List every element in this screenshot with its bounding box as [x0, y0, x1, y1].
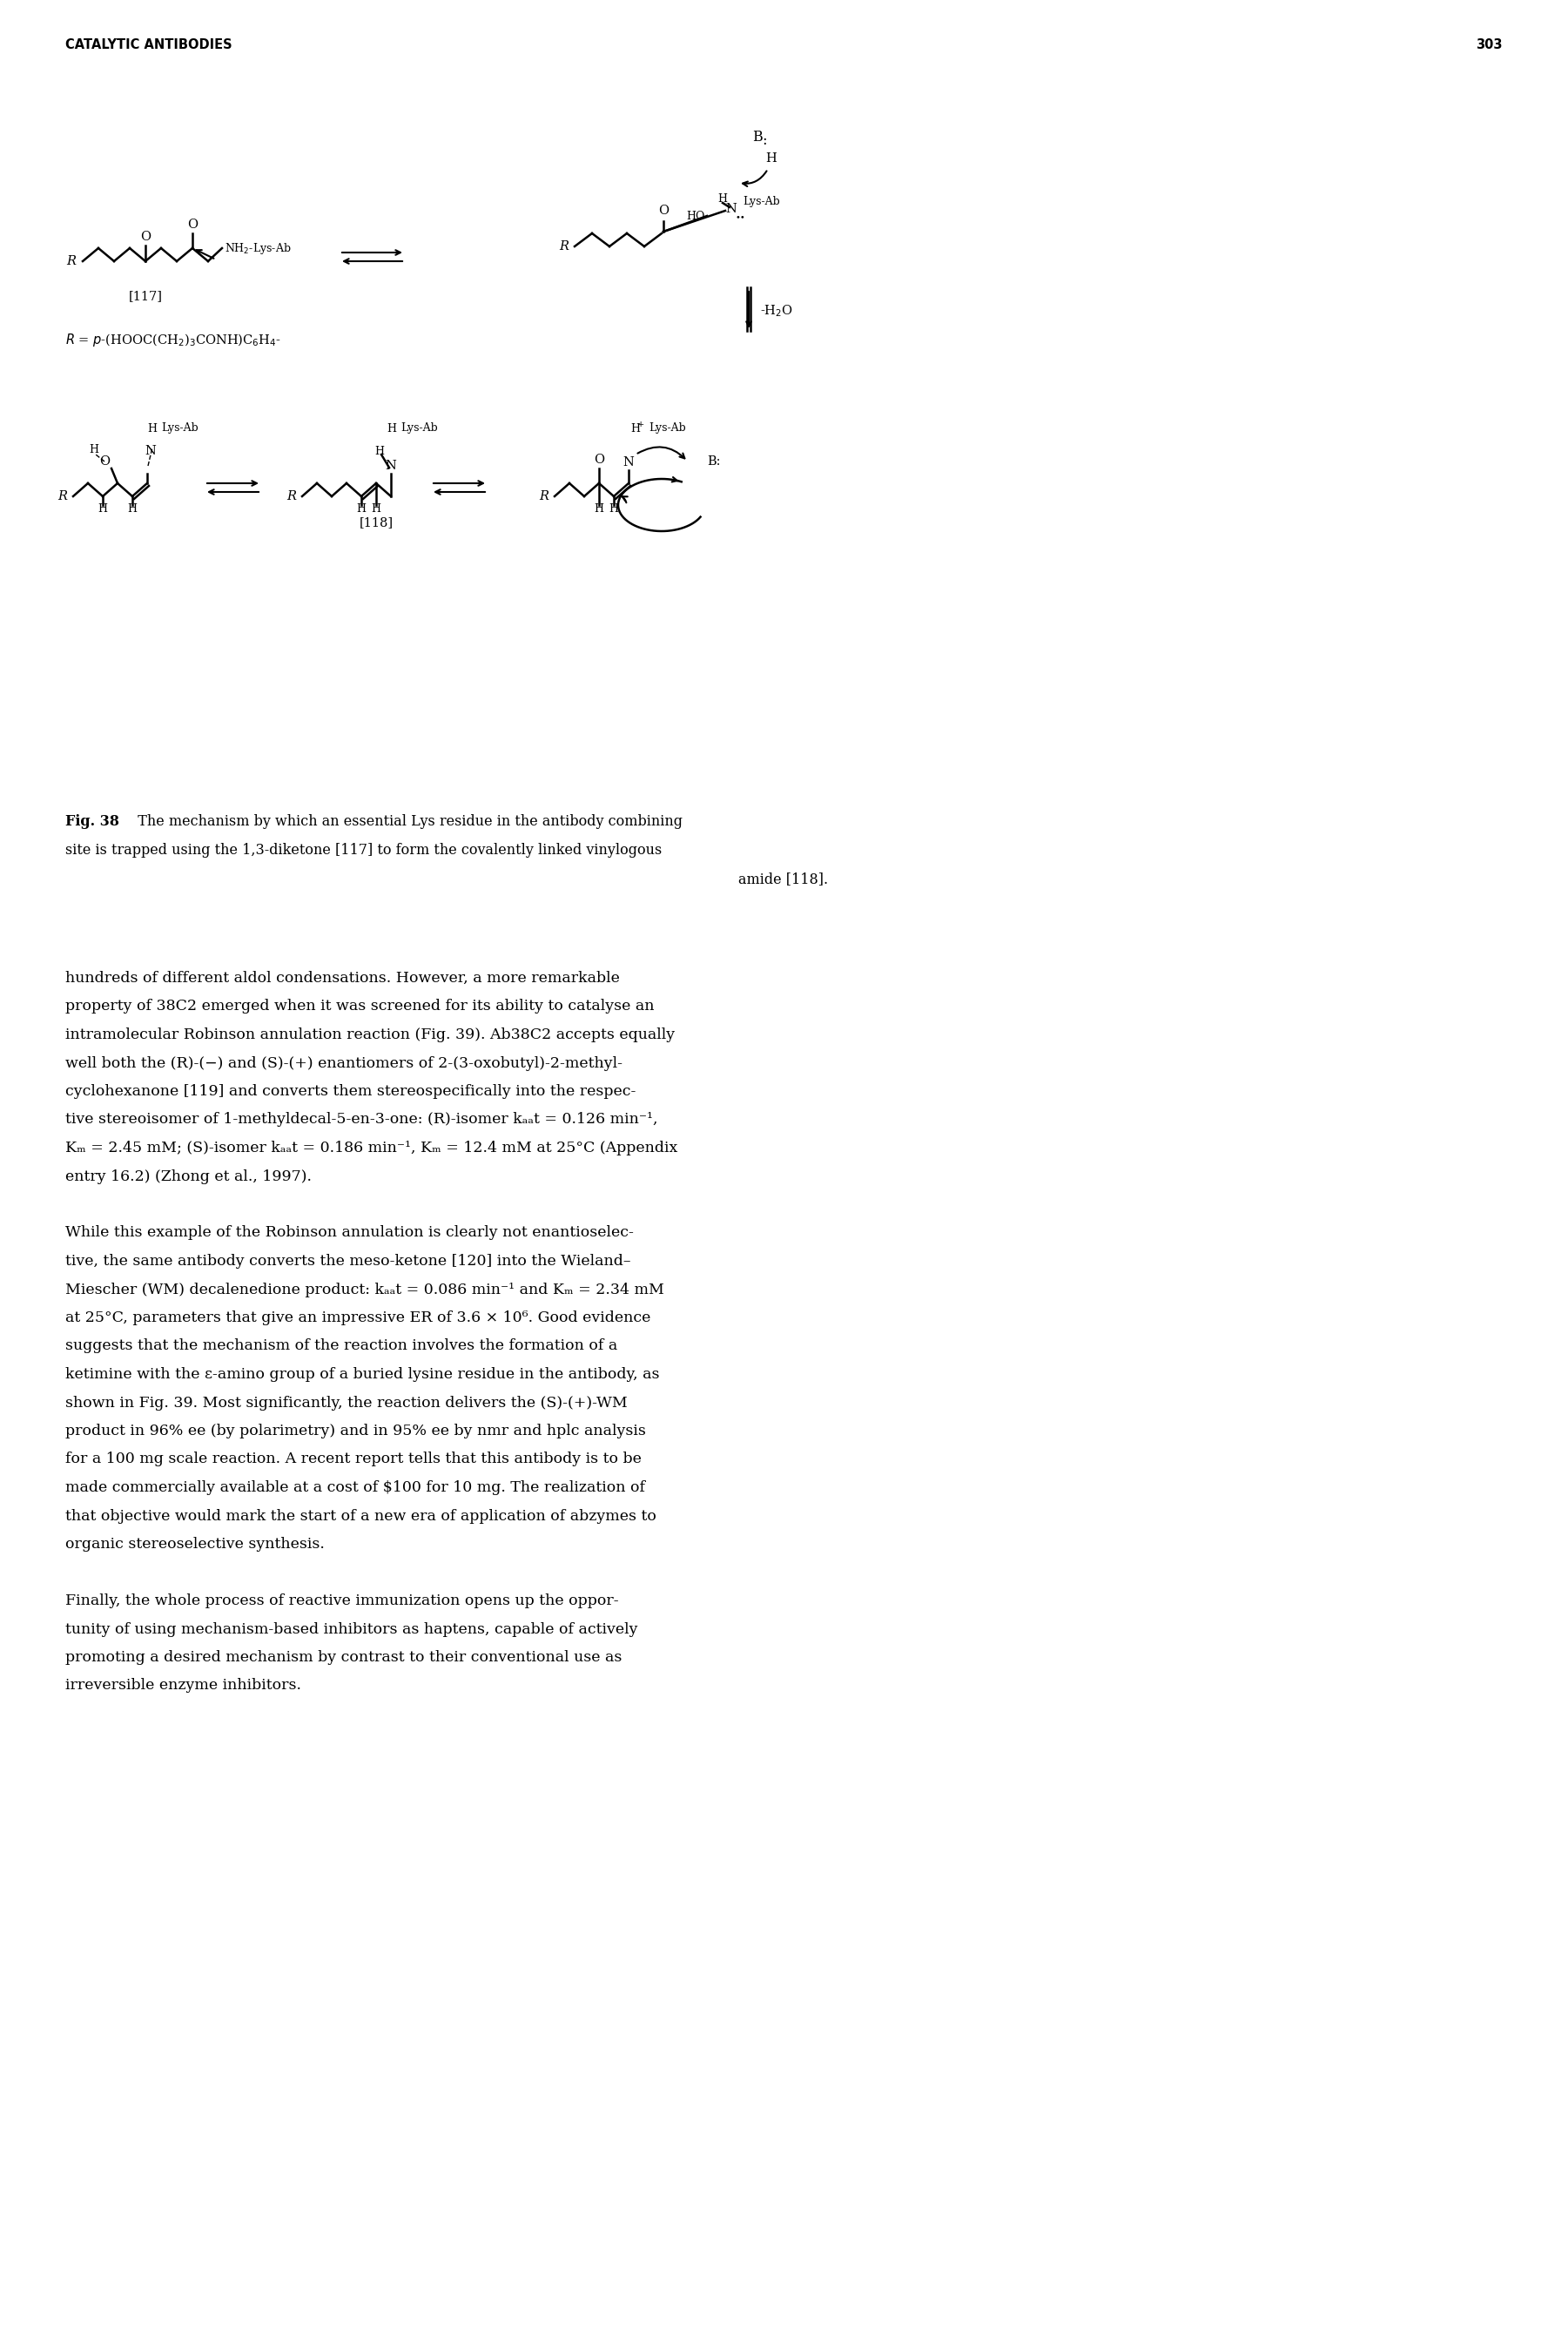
Text: [117]: [117]: [129, 289, 163, 303]
Text: NH$_2$-Lys-Ab: NH$_2$-Lys-Ab: [224, 240, 292, 256]
Text: well both the (R)-(−) and (S)-(+) enantiomers of 2-(3-oxobutyl)-2-methyl-: well both the (R)-(−) and (S)-(+) enanti…: [66, 1056, 622, 1070]
Text: R: R: [539, 491, 549, 503]
Text: irreversible enzyme inhibitors.: irreversible enzyme inhibitors.: [66, 1679, 301, 1693]
Text: Lys-Ab: Lys-Ab: [743, 197, 779, 207]
Text: B:: B:: [707, 456, 721, 468]
Text: for a 100 mg scale reaction. A recent report tells that this antibody is to be: for a 100 mg scale reaction. A recent re…: [66, 1453, 641, 1467]
Text: H: H: [630, 423, 640, 435]
Text: H: H: [97, 503, 108, 515]
Text: $R$ = $p$-(HOOC(CH$_2$)$_3$CONH)C$_6$H$_4$-: $R$ = $p$-(HOOC(CH$_2$)$_3$CONH)C$_6$H$_…: [66, 331, 281, 348]
Text: Miescher (WM) decalenedione product: kₐₐt = 0.086 min⁻¹ and Kₘ = 2.34 mM: Miescher (WM) decalenedione product: kₐₐ…: [66, 1281, 665, 1298]
Text: Lys-Ab: Lys-Ab: [162, 423, 198, 435]
Text: N: N: [726, 202, 737, 214]
Text: [118]: [118]: [359, 517, 394, 529]
Text: Finally, the whole process of reactive immunization opens up the oppor-: Finally, the whole process of reactive i…: [66, 1594, 619, 1608]
Text: Fig. 38: Fig. 38: [66, 813, 119, 830]
Text: cyclohexanone [119] and converts them stereospecifically into the respec-: cyclohexanone [119] and converts them st…: [66, 1084, 637, 1098]
Text: +: +: [637, 421, 644, 428]
Text: H: H: [375, 444, 384, 456]
Text: intramolecular Robinson annulation reaction (Fig. 39). Ab38C2 accepts equally: intramolecular Robinson annulation react…: [66, 1027, 674, 1041]
Text: N: N: [144, 444, 157, 456]
Text: B: B: [753, 129, 762, 146]
Text: amide [118].: amide [118].: [739, 872, 828, 886]
Text: H: H: [594, 503, 604, 515]
Text: at 25°C, parameters that give an impressive ER of 3.6 × 10⁶. Good evidence: at 25°C, parameters that give an impress…: [66, 1310, 651, 1326]
Text: hundreds of different aldol condensations. However, a more remarkable: hundreds of different aldol condensation…: [66, 971, 619, 985]
Text: H: H: [127, 503, 136, 515]
Text: CATALYTIC ANTIBODIES: CATALYTIC ANTIBODIES: [66, 38, 232, 52]
Text: N: N: [386, 461, 397, 473]
Text: The mechanism by which an essential Lys residue in the antibody combining: The mechanism by which an essential Lys …: [129, 813, 682, 830]
Text: :: :: [762, 132, 767, 148]
Text: H: H: [765, 153, 776, 165]
Text: product in 96% ee (by polarimetry) and in 95% ee by nmr and hplc analysis: product in 96% ee (by polarimetry) and i…: [66, 1425, 646, 1439]
Text: H: H: [372, 503, 381, 515]
Text: Kₘ = 2.45 mM; (S)-isomer kₐₐt = 0.186 min⁻¹, Kₘ = 12.4 mM at 25°C (Appendix: Kₘ = 2.45 mM; (S)-isomer kₐₐt = 0.186 mi…: [66, 1140, 677, 1154]
Text: R: R: [58, 491, 67, 503]
Text: R: R: [560, 240, 569, 252]
Text: promoting a desired mechanism by contrast to their conventional use as: promoting a desired mechanism by contras…: [66, 1650, 622, 1665]
Text: entry 16.2) (Zhong et al., 1997).: entry 16.2) (Zhong et al., 1997).: [66, 1168, 312, 1185]
Text: H: H: [356, 503, 365, 515]
Text: that objective would mark the start of a new era of application of abzymes to: that objective would mark the start of a…: [66, 1509, 657, 1523]
Text: Lys-Ab: Lys-Ab: [649, 423, 685, 435]
Text: While this example of the Robinson annulation is clearly not enantioselec-: While this example of the Robinson annul…: [66, 1225, 633, 1241]
Text: Lys-Ab: Lys-Ab: [400, 423, 437, 435]
Text: H: H: [89, 444, 99, 456]
Text: O: O: [659, 205, 668, 216]
Text: H: H: [147, 423, 157, 435]
Text: 303: 303: [1475, 38, 1502, 52]
Text: property of 38C2 emerged when it was screened for its ability to catalyse an: property of 38C2 emerged when it was scr…: [66, 999, 654, 1013]
Text: ketimine with the ε-amino group of a buried lysine residue in the antibody, as: ketimine with the ε-amino group of a bur…: [66, 1366, 660, 1382]
Text: N: N: [622, 456, 633, 468]
Text: H: H: [387, 423, 397, 435]
Text: suggests that the mechanism of the reaction involves the formation of a: suggests that the mechanism of the react…: [66, 1338, 618, 1354]
Text: H: H: [718, 193, 728, 205]
Text: R: R: [287, 491, 296, 503]
Text: O: O: [140, 230, 151, 242]
Text: tunity of using mechanism-based inhibitors as haptens, capable of actively: tunity of using mechanism-based inhibito…: [66, 1622, 638, 1636]
Text: ••: ••: [735, 214, 745, 221]
Text: shown in Fig. 39. Most significantly, the reaction delivers the (S)-(+)-WM: shown in Fig. 39. Most significantly, th…: [66, 1396, 627, 1411]
Text: organic stereoselective synthesis.: organic stereoselective synthesis.: [66, 1538, 325, 1552]
Text: site is trapped using the 1,3-diketone [117] to form the covalently linked vinyl: site is trapped using the 1,3-diketone […: [66, 844, 662, 858]
Text: O: O: [594, 454, 604, 465]
Text: HO: HO: [687, 209, 706, 221]
Text: O: O: [187, 219, 198, 230]
Text: tive, the same antibody converts the meso-ketone [120] into the Wieland–: tive, the same antibody converts the mes…: [66, 1253, 630, 1270]
Text: -H$_2$O: -H$_2$O: [760, 303, 793, 317]
Text: H: H: [608, 503, 619, 515]
Text: R: R: [66, 256, 77, 268]
Text: O: O: [99, 456, 110, 468]
Text: tive stereoisomer of 1-methyldecal-5-en-3-one: (R)-isomer kₐₐt = 0.126 min⁻¹,: tive stereoisomer of 1-methyldecal-5-en-…: [66, 1112, 657, 1126]
Text: made commercially available at a cost of $100 for 10 mg. The realization of: made commercially available at a cost of…: [66, 1481, 644, 1495]
